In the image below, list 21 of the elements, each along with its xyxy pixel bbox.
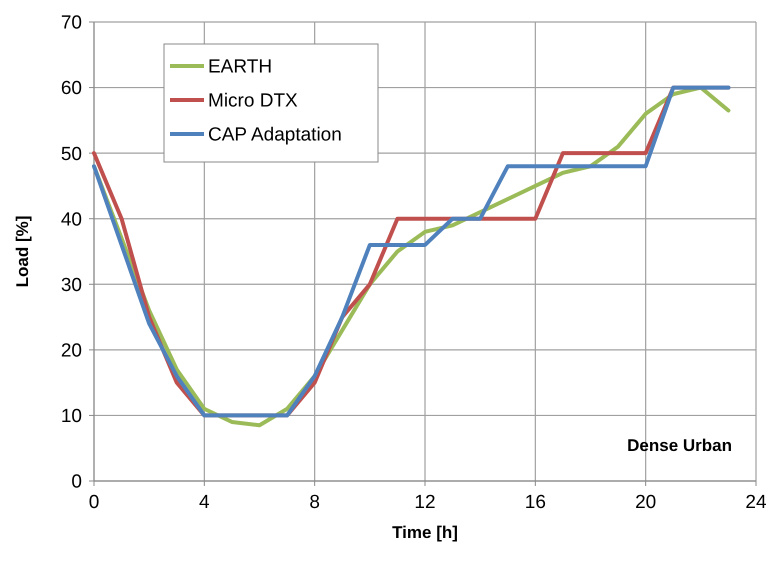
- x-tick-label: 0: [88, 492, 100, 513]
- legend-label: Micro DTX: [208, 90, 298, 112]
- y-tick-label: 30: [60, 274, 82, 296]
- y-tick-label: 40: [60, 209, 82, 230]
- y-tick-label: 60: [60, 78, 82, 100]
- y-tick-label: 50: [60, 144, 82, 165]
- y-axis-title: Load [%]: [13, 216, 32, 288]
- legend-label: EARTH: [208, 56, 272, 78]
- x-axis-title: Time [h]: [392, 523, 458, 542]
- legend-label: CAP Adaptation: [208, 124, 342, 146]
- x-tick-label: 20: [635, 492, 656, 513]
- y-tick-label: 0: [71, 472, 82, 493]
- x-tick-label: 24: [745, 492, 767, 513]
- x-tick-label: 12: [414, 492, 436, 513]
- x-tick-label: 16: [524, 492, 546, 513]
- y-tick-label: 20: [60, 340, 82, 362]
- x-tick-label: 4: [199, 492, 210, 513]
- y-tick-label: 70: [60, 12, 82, 34]
- x-tick-label: 8: [309, 492, 320, 513]
- y-tick-label: 10: [60, 406, 82, 428]
- annotation: Dense Urban: [627, 436, 732, 455]
